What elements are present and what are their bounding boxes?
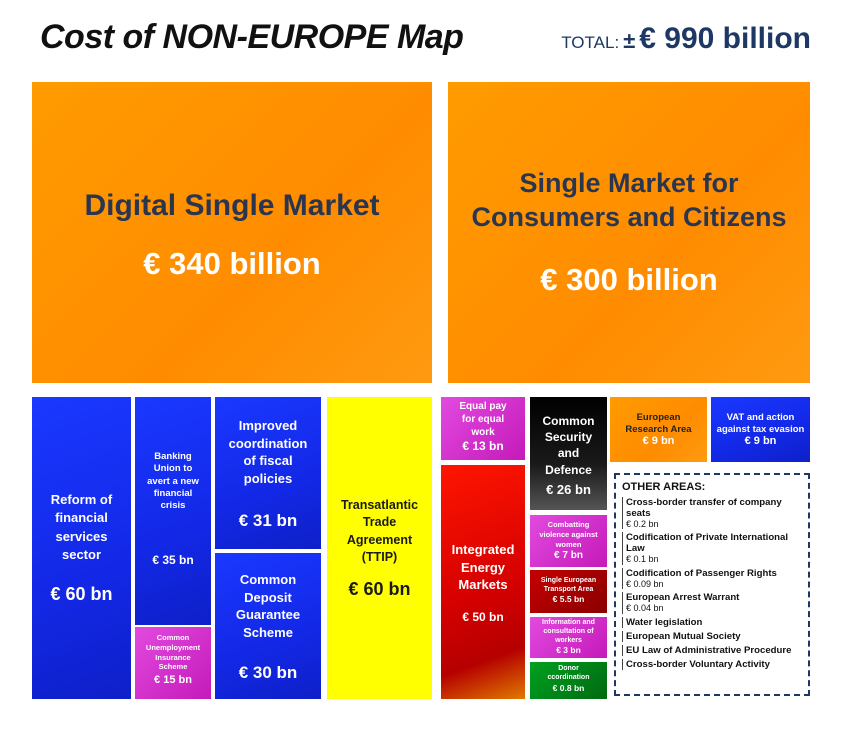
other-area-name: Codification of Private International La… <box>626 532 789 555</box>
tile-banking-union: Banking Union to avert a new financial c… <box>135 397 211 625</box>
other-area-name: European Arrest Warrant <box>626 592 740 604</box>
tile-value: € 300 billion <box>540 262 718 298</box>
tile-name: Common Security and Defence <box>542 414 595 477</box>
tile-donor-coordination: Donor ccordination € 0.8 bn <box>530 662 607 699</box>
tile-value: € 340 billion <box>143 246 321 282</box>
other-area-value: € 0.2 bn <box>626 519 659 530</box>
tile-energy-markets: Integrated Energy Markets € 50 bn <box>441 465 525 699</box>
other-area-name: Cross-border Voluntary Activity <box>626 658 770 670</box>
tile-value: € 3 bn <box>556 645 581 656</box>
tile-value: € 0.8 bn <box>552 682 585 693</box>
tile-value: € 7 bn <box>554 550 583 562</box>
other-area-name: Codification of Passenger Rights <box>626 567 777 579</box>
tile-value: € 60 bn <box>50 583 113 604</box>
tile-violence-against-women: Combatting violence against women € 7 bn <box>530 515 607 567</box>
other-area-item: Water legislation <box>622 616 802 628</box>
tile-transport-area: Single European Transport Area € 5.5 bn <box>530 570 607 613</box>
tile-security-defence: Common Security and Defence € 26 bn <box>530 397 607 510</box>
tile-research-area: European Research Area € 9 bn <box>610 397 707 462</box>
other-area-value: € 0.1 bn <box>626 554 659 565</box>
other-area-item: European Arrest Warrant € 0.04 bn <box>622 592 802 614</box>
tile-vat-tax-evasion: VAT and action against tax evasion € 9 b… <box>711 397 810 462</box>
tile-name: Information and consultation of workers <box>542 619 595 644</box>
total-label: TOTAL: ± € 990 billion <box>561 22 811 56</box>
tile-value: € 30 bn <box>238 663 298 683</box>
tile-name: Combatting violence against women <box>539 520 598 549</box>
other-areas-box: OTHER AREAS: Cross-border transfer of co… <box>614 473 810 696</box>
tile-name: Integrated Energy Markets <box>451 542 515 593</box>
tile-workers-consultation: Information and consultation of workers … <box>530 617 607 658</box>
tile-digital-single-market: Digital Single Market € 340 billion <box>32 82 432 383</box>
tile-value: € 60 bn <box>348 578 411 599</box>
other-area-name: EU Law of Administrative Procedure <box>626 644 792 656</box>
tile-value: € 31 bn <box>238 511 298 531</box>
tile-equal-pay: Equal pay for equal work € 13 bn <box>441 397 525 460</box>
tile-name: Improved coordination of fiscal policies <box>228 418 308 486</box>
tile-unemployment-insurance: Common Unemployment Insurance Scheme € 1… <box>135 627 211 699</box>
other-area-name: Water legislation <box>626 616 703 628</box>
tile-name: Transatlantic Trade Agreement (TTIP) <box>340 497 419 565</box>
other-area-value: € 0.04 bn <box>626 603 664 614</box>
other-area-name: European Mutual Society <box>626 630 741 642</box>
other-area-item: European Mutual Society <box>622 630 802 642</box>
other-area-item: Cross-border Voluntary Activity <box>622 658 802 670</box>
tile-value: € 15 bn <box>154 674 192 686</box>
total-prefix: ± <box>623 28 636 53</box>
tile-deposit-guarantee: Common Deposit Guarantee Scheme € 30 bn <box>215 553 321 699</box>
page-title: Cost of NON-EUROPE Map <box>40 18 464 56</box>
tile-name: Single Market for Consumers and Citizens <box>471 167 787 232</box>
tile-value: € 26 bn <box>546 481 591 497</box>
tile-value: € 9 bn <box>642 435 675 448</box>
tile-name: Reform of financial services sector <box>50 492 113 562</box>
tile-value: € 35 bn <box>152 552 194 567</box>
tile-value: € 13 bn <box>462 439 504 453</box>
tile-name: Banking Union to avert a new financial c… <box>147 451 199 512</box>
other-area-item: Cross-border transfer of company seats €… <box>622 497 802 530</box>
total-value: € 990 billion <box>639 22 811 55</box>
tile-name: Equal pay for equal work <box>459 401 507 438</box>
other-area-item: Codification of Private International La… <box>622 532 802 565</box>
tile-name: Digital Single Market <box>84 188 380 222</box>
tile-ttip: Transatlantic Trade Agreement (TTIP) € 6… <box>327 397 432 699</box>
other-area-item: EU Law of Administrative Procedure <box>622 644 802 656</box>
other-area-name: Cross-border transfer of company seats <box>626 497 782 520</box>
tile-name: Common Unemployment Insurance Scheme <box>145 633 201 672</box>
tile-name: Donor ccordination <box>547 665 590 681</box>
tile-name: VAT and action against tax evasion <box>716 411 805 435</box>
tile-value: € 50 bn <box>462 609 504 624</box>
total-caption: TOTAL: <box>561 33 620 52</box>
other-areas-heading: OTHER AREAS: <box>622 481 706 493</box>
tile-value: € 9 bn <box>744 435 777 448</box>
tile-single-market-consumers: Single Market for Consumers and Citizens… <box>448 82 810 383</box>
tile-name: Common Deposit Guarantee Scheme <box>235 572 301 640</box>
tile-fiscal-policies: Improved coordination of fiscal policies… <box>215 397 321 549</box>
tile-financial-services: Reform of financial services sector € 60… <box>32 397 131 699</box>
tile-name: Single European Transport Area <box>540 577 597 594</box>
other-area-item: Codification of Passenger Rights € 0.09 … <box>622 567 802 590</box>
tile-name: European Research Area <box>625 411 692 435</box>
other-area-value: € 0.09 bn <box>626 578 664 589</box>
tile-value: € 5.5 bn <box>552 594 585 605</box>
